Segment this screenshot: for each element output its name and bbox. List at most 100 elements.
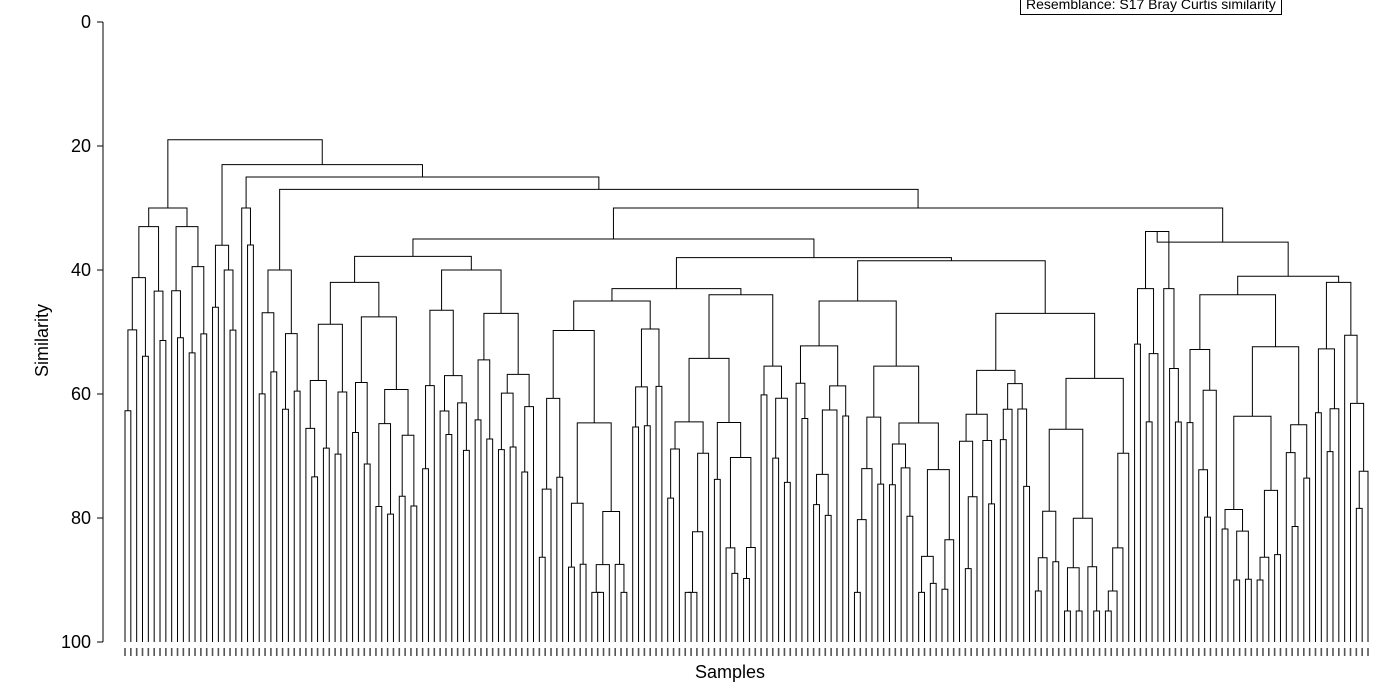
sample-tick-label — [923, 648, 926, 656]
dendrogram-link — [153, 290, 164, 642]
dendrogram-link — [1274, 554, 1281, 642]
resemblance-annotation: Resemblance: S17 Bray Curtis similarity — [1020, 0, 1282, 15]
sample-tick-label — [526, 648, 529, 656]
dendrogram-link — [354, 255, 472, 283]
sample-tick-label — [608, 648, 611, 656]
sample-tick-label — [515, 648, 517, 656]
sample-tick-label — [935, 648, 937, 656]
sample-tick-label — [1232, 648, 1235, 656]
sample-tick-label — [404, 648, 406, 656]
dendrogram-link — [462, 449, 470, 642]
dendrogram-link — [1042, 510, 1057, 562]
sample-tick-label — [130, 648, 132, 656]
dendrogram-link — [1325, 281, 1352, 349]
dendrogram-link — [1107, 590, 1118, 642]
sample-tick-label — [1244, 648, 1247, 656]
sample-tick-label — [415, 648, 418, 656]
dendrogram-link — [1349, 402, 1365, 642]
dendrogram-link — [674, 421, 704, 454]
sample-tick-label — [1075, 648, 1078, 656]
dendrogram-link — [360, 316, 397, 390]
dendrogram-link — [1314, 412, 1322, 642]
sample-tick-label — [818, 648, 821, 656]
sample-tick-label — [970, 648, 972, 656]
sample-tick-label — [830, 648, 832, 656]
dendrogram-link — [148, 207, 188, 227]
dendrogram-link — [1358, 470, 1369, 642]
sample-tick-label — [1303, 648, 1305, 656]
dendrogram-link — [556, 476, 564, 642]
sample-tick-label — [1273, 648, 1276, 656]
dendrogram-link — [1355, 507, 1363, 642]
sample-tick-label — [468, 648, 471, 656]
dendrogram-link — [635, 386, 648, 427]
sample-tick-label — [824, 648, 827, 656]
sample-tick-label — [748, 648, 751, 656]
sample-tick-label — [340, 648, 342, 656]
sample-tick-label — [1057, 648, 1060, 656]
dendrogram-link — [743, 578, 750, 642]
dendrogram-link — [188, 352, 196, 642]
dendrogram-link — [1174, 421, 1182, 642]
dendrogram-link — [258, 393, 266, 642]
sample-tick-label — [258, 648, 261, 656]
dendrogram-link — [877, 483, 885, 642]
dendrogram-link — [429, 309, 454, 386]
dendrogram-link — [477, 359, 491, 439]
dendrogram-link — [620, 591, 628, 642]
dendrogram-link — [716, 421, 742, 480]
sample-tick-label — [690, 648, 692, 656]
dendrogram-link — [474, 419, 482, 642]
sample-tick-label — [252, 648, 255, 656]
y-axis: 0 20 40 60 80 100 — [61, 12, 104, 652]
dendrogram-link — [317, 323, 343, 392]
sample-tick-label — [567, 648, 570, 656]
sample-tick-label — [328, 648, 331, 656]
dendrogram-link — [506, 373, 530, 407]
sample-tick-label — [182, 648, 185, 656]
sample-tick-label — [380, 648, 383, 656]
dendrogram-link — [457, 402, 467, 642]
sample-tick-label — [165, 648, 167, 656]
sample-tick-label — [1227, 648, 1229, 656]
sample-tick-label — [678, 648, 681, 656]
sample-tick-label — [736, 648, 739, 656]
dendrogram-link — [708, 294, 774, 367]
sample-tick-label — [649, 648, 652, 656]
sample-tick-label — [672, 648, 675, 656]
dendrogram-link — [352, 431, 359, 642]
sample-tick-label — [1215, 648, 1218, 656]
sample-tick-label — [731, 648, 733, 656]
sample-tick-label — [760, 648, 762, 656]
dendrogram-link — [247, 244, 254, 642]
sample-labels — [124, 648, 1369, 656]
sample-tick-label — [398, 648, 401, 656]
sample-tick-label — [200, 648, 202, 656]
sample-tick-label — [462, 648, 465, 656]
sample-tick-label — [596, 648, 599, 656]
dendrogram-link — [177, 337, 184, 642]
sample-tick-label — [812, 648, 815, 656]
sample-tick-label — [1081, 648, 1083, 656]
dendrogram-link — [1093, 610, 1101, 642]
sample-tick-label — [929, 648, 932, 656]
sample-tick-label — [573, 648, 576, 656]
dendrogram-link — [1007, 383, 1023, 410]
dendrogram-link — [982, 440, 993, 642]
dendrogram-link — [866, 416, 882, 485]
sample-tick-label — [1314, 648, 1317, 656]
sample-tick-label — [521, 648, 523, 656]
dendrogram-link — [763, 365, 783, 399]
dendrogram-link — [1198, 469, 1209, 642]
sample-tick-label — [375, 648, 377, 656]
dendrogram-link — [497, 449, 505, 642]
dendrogram-link — [1065, 377, 1124, 454]
dendrogram-link — [410, 505, 418, 642]
sample-tick-label — [1250, 648, 1253, 656]
dendrogram-link — [655, 385, 663, 642]
dendrogram-link — [322, 447, 330, 642]
dendrogram-link — [921, 555, 934, 593]
y-tick-label: 20 — [71, 136, 91, 156]
sample-tick-label — [783, 648, 786, 656]
dendrogram-link — [964, 568, 972, 642]
